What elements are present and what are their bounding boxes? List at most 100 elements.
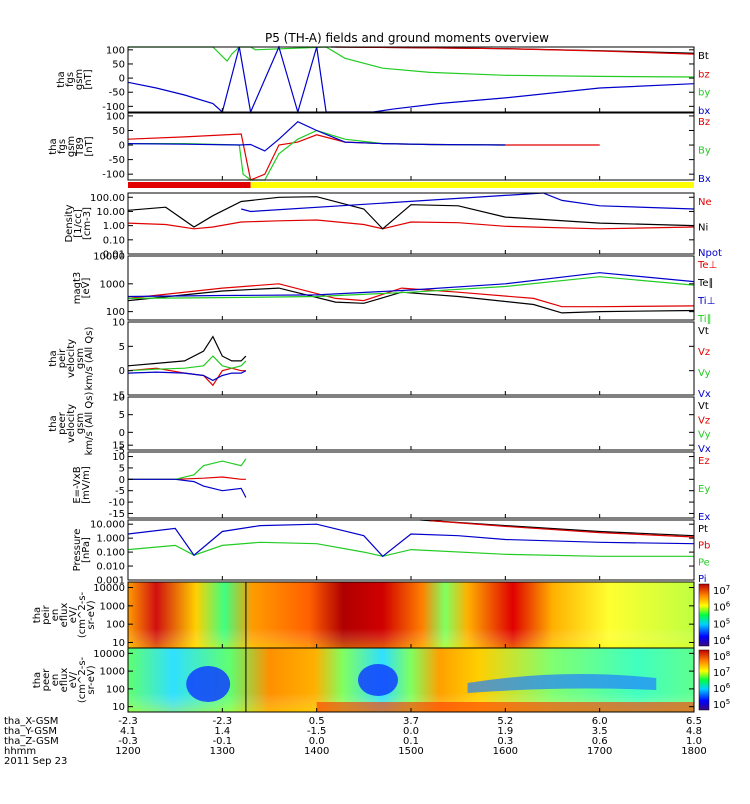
- panel-frame: [127, 255, 695, 321]
- y-axis-label: T89: [75, 137, 86, 157]
- x-row-value: 1200: [115, 746, 140, 757]
- y-tick-label: 10: [112, 393, 125, 404]
- y-axis-label: km/s (All Qs): [84, 327, 95, 391]
- y-axis-label: gsm: [75, 413, 86, 434]
- x-row-label: tha_Z-GSM: [4, 736, 59, 747]
- colorbar: [698, 649, 710, 711]
- legend-entry: Ez: [698, 456, 710, 467]
- x-row-value: -1.5: [307, 726, 327, 737]
- x-row-value: 0.3: [497, 736, 513, 747]
- panel-8: 10.000 1.000 0.100 0.010 0.001 Pressure[nPa] P…: [72, 519, 710, 587]
- y-tick-label: 100: [106, 45, 125, 56]
- series-line-by: [128, 46, 695, 78]
- legend-entry: Te∥: [697, 278, 714, 289]
- legend-entry: bz: [698, 69, 710, 80]
- y-tick-label: 1000: [100, 667, 125, 678]
- spectrogram-blob: [357, 664, 398, 696]
- x-row-value: -0.3: [118, 736, 138, 747]
- y-tick-label: 5: [119, 410, 125, 421]
- y-axis-label: tha: [48, 138, 59, 154]
- y-axis-label: tha: [32, 672, 43, 688]
- series-line-Ex: [128, 478, 247, 498]
- legend-entry: Vx: [698, 444, 711, 455]
- figure-title: P5 (TH-A) fields and ground moments over…: [265, 31, 549, 45]
- legend-entry: Vy: [698, 368, 711, 379]
- y-tick-label: -100: [102, 102, 125, 113]
- x-row-value: 0.1: [403, 736, 419, 747]
- x-row-value: 1.4: [214, 726, 230, 737]
- spectrogram-shade: [128, 582, 694, 648]
- y-tick-label: -10: [109, 498, 125, 509]
- legend-entry: Ni: [698, 223, 708, 234]
- y-axis-label: sr-eV): [86, 600, 97, 629]
- legend-entry: Pe: [698, 557, 710, 568]
- colorbar: [698, 583, 710, 647]
- legend-entry: Vx: [698, 389, 711, 400]
- y-tick-label: 50: [112, 59, 125, 70]
- x-row-value: 6.5: [686, 716, 702, 727]
- y-tick-label: 1000: [100, 279, 125, 290]
- y-tick-label: 10000: [93, 583, 125, 594]
- legend-entry: Vz: [698, 347, 710, 358]
- x-row-value: 3.5: [592, 726, 608, 737]
- y-axis-label: tha: [32, 607, 43, 623]
- colorbar-tick-label: 108: [713, 650, 730, 663]
- series-line-bx: [127, 45, 695, 115]
- legend-entry: Bx: [698, 174, 711, 185]
- series-line-Te⊥: [127, 283, 695, 308]
- series-line-Vy: [127, 355, 247, 372]
- x-row-label: tha_Y-GSM: [4, 726, 57, 737]
- y-tick-label: 100: [106, 111, 125, 122]
- mode-bar-yellow: [250, 182, 694, 188]
- x-row-value: 6.0: [592, 716, 608, 727]
- x-row-value: 1500: [398, 746, 423, 757]
- x-row-value: 1800: [681, 746, 706, 757]
- x-row-value: -2.3: [118, 716, 138, 727]
- mode-bar: [128, 182, 694, 188]
- x-row-value: 5.2: [497, 716, 513, 727]
- series-line-Pi: [127, 523, 695, 558]
- colorbar-tick-label: 106: [713, 682, 731, 695]
- legend-entry: Vy: [698, 430, 711, 441]
- series-line-Bx: [127, 120, 506, 152]
- y-axis-label: [eV]: [81, 278, 92, 299]
- y-tick-label: 0.100: [96, 548, 125, 559]
- panel-9: 107 106 105 104 10000 1000 100 10 thapeireneflux…: [32, 581, 731, 649]
- legend-entry: bx: [698, 106, 710, 117]
- y-axis-label: peir: [41, 604, 52, 624]
- y-axis-label: (cm^2-s-: [77, 591, 88, 638]
- x-row-label: tha_X-GSM: [4, 716, 58, 727]
- panel-10: 108 107 106 105 10000 1000 100 10 thapeereneflux…: [32, 647, 731, 713]
- spectrogram-band: [467, 674, 657, 693]
- spectrogram-blob: [186, 666, 231, 702]
- y-tick-label: 10.00: [96, 207, 125, 218]
- legend-entry: Npot: [698, 248, 722, 259]
- y-tick-label: -5: [115, 391, 125, 402]
- legend-entry: Pi: [698, 574, 707, 585]
- x-row-value: 0.0: [403, 726, 419, 737]
- y-axis-label: fgs: [57, 139, 68, 154]
- y-axis-label: [nT]: [84, 136, 95, 156]
- series-line-Npot: [241, 192, 695, 213]
- spectrogram-low-band: [316, 702, 694, 712]
- y-tick-label: 10000: [93, 649, 125, 660]
- y-tick-label: 0.001: [96, 576, 125, 587]
- series-line-Pe: [127, 541, 694, 557]
- legend-entry: by: [698, 88, 710, 99]
- legend-entry: Ti⊥: [697, 296, 715, 307]
- series-line-Ti∥: [127, 276, 695, 299]
- y-tick-label: 10000: [93, 252, 125, 263]
- series-line-Pt: [420, 519, 695, 537]
- panel-3: 100.00 10.00 1.00 0.10 0.01 Density[1/cc][cm-…: [64, 192, 722, 261]
- y-axis-label: peir: [57, 348, 68, 368]
- y-tick-label: 0.010: [96, 562, 125, 573]
- x-axis-group: tha_X-GSM -2.3 -2.3 0.5 3.7 5.2 6.0 6.5 tha_Y-GS…: [4, 716, 707, 767]
- legend-entry: Pb: [698, 541, 710, 552]
- y-tick-label: 0: [119, 475, 125, 486]
- y-axis-label: peer: [41, 668, 52, 692]
- y-axis-label: (cm^2-s-: [77, 656, 88, 703]
